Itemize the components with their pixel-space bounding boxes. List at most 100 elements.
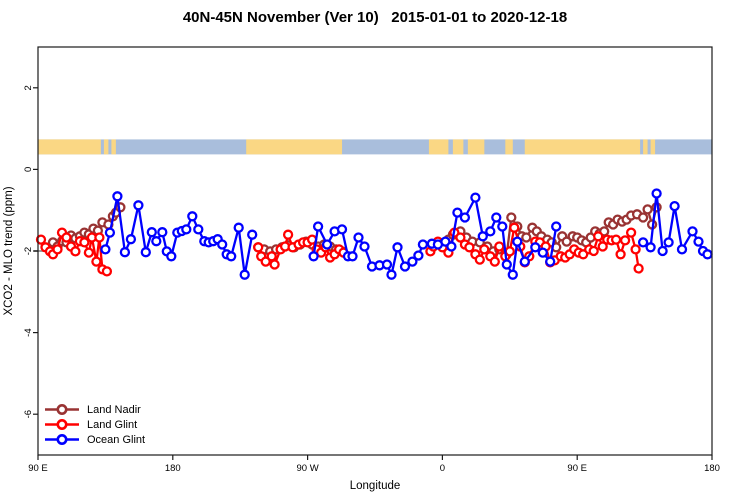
data-point	[35, 234, 47, 245]
data-point	[392, 242, 403, 253]
legend-circle	[56, 419, 68, 430]
data-point	[157, 227, 168, 238]
legend-circle	[56, 404, 68, 415]
data-point	[308, 251, 319, 262]
data-point	[413, 250, 424, 261]
data-point	[509, 222, 520, 233]
data-point	[226, 251, 237, 262]
data-point	[464, 242, 475, 253]
data-point	[61, 232, 72, 243]
x-tick-label: 180	[165, 463, 181, 474]
data-point	[657, 245, 668, 257]
x-tick-label: 90 E	[567, 463, 587, 474]
data-point	[399, 261, 411, 272]
data-point	[642, 204, 653, 215]
map-strip-land-segment	[428, 139, 449, 155]
data-point	[459, 212, 471, 223]
data-point	[100, 244, 111, 255]
y-tick-label: -4	[23, 328, 34, 336]
data-point	[485, 226, 496, 237]
data-point	[537, 247, 548, 258]
data-point	[407, 256, 418, 267]
legend-item: Land Nadir	[44, 402, 145, 417]
data-point	[521, 232, 532, 243]
map-strip-land-segment	[467, 139, 485, 155]
data-point	[530, 242, 541, 253]
data-point	[193, 224, 204, 235]
legend-marker-icon	[45, 434, 79, 445]
data-point	[497, 221, 508, 232]
data-point	[253, 242, 264, 253]
data-point	[494, 241, 505, 252]
data-point	[470, 192, 481, 203]
data-point	[187, 211, 198, 222]
map-strip-land-segment	[505, 139, 513, 155]
data-point	[269, 259, 280, 270]
legend-marker-icon	[45, 404, 79, 415]
data-point	[140, 247, 151, 258]
data-point	[619, 235, 631, 246]
data-point	[239, 269, 250, 280]
data-point	[551, 221, 562, 232]
data-point	[610, 234, 622, 245]
data-point	[260, 256, 271, 267]
plot-border	[37, 46, 713, 456]
data-point	[125, 234, 137, 245]
data-point	[669, 200, 680, 212]
data-point	[166, 251, 177, 262]
legend-label: Land Glint	[87, 418, 138, 431]
data-point	[83, 247, 95, 258]
data-point	[693, 236, 704, 247]
data-point	[381, 259, 393, 270]
data-point	[506, 212, 517, 223]
data-point	[112, 191, 123, 202]
map-strip-land-segment	[38, 139, 101, 155]
data-point	[630, 244, 641, 255]
data-point	[615, 249, 626, 260]
data-point	[217, 239, 228, 250]
data-point	[233, 222, 244, 233]
map-strip-land-segment	[524, 139, 641, 155]
data-point	[91, 256, 102, 267]
data-point	[417, 239, 429, 250]
map-strip-land-segment	[246, 139, 343, 155]
data-point	[70, 246, 81, 257]
data-point	[637, 237, 649, 248]
data-point	[353, 232, 364, 243]
data-point	[312, 221, 324, 232]
data-point	[687, 226, 698, 237]
data-point	[637, 212, 649, 223]
data-point	[282, 229, 294, 240]
legend-item: Ocean Glint	[44, 432, 145, 447]
data-point	[347, 251, 358, 262]
data-point	[561, 236, 572, 247]
data-point	[702, 249, 713, 260]
data-point	[597, 241, 608, 252]
x-axis-title: Longitude	[350, 480, 401, 492]
data-point	[504, 246, 515, 257]
legend-marker-icon	[45, 419, 79, 430]
data-point	[266, 251, 277, 262]
map-strip-land-segment	[643, 139, 648, 155]
data-point	[479, 244, 490, 255]
map-strip-land-segment	[111, 139, 116, 155]
data-point	[501, 259, 512, 270]
x-tick-label: 180	[704, 463, 720, 474]
data-point	[545, 256, 556, 267]
data-point	[101, 266, 113, 277]
data-point	[474, 254, 485, 265]
y-tick-label: 0	[23, 167, 34, 172]
legend-label: Ocean Glint	[87, 433, 146, 446]
data-point	[519, 256, 530, 267]
legend: Land Nadir Land Glint Ocean Glint	[44, 402, 145, 447]
data-point	[119, 247, 131, 258]
data-point	[588, 245, 599, 257]
legend-label: Land Nadir	[87, 403, 141, 416]
data-point	[321, 239, 333, 250]
data-point	[336, 224, 348, 235]
y-tick-label: -6	[23, 410, 34, 418]
map-strip-land-segment	[103, 139, 109, 155]
data-point	[633, 263, 644, 274]
y-axis-title: XCO2 - MLO trend (ppm)	[3, 186, 15, 315]
data-point	[52, 244, 63, 255]
